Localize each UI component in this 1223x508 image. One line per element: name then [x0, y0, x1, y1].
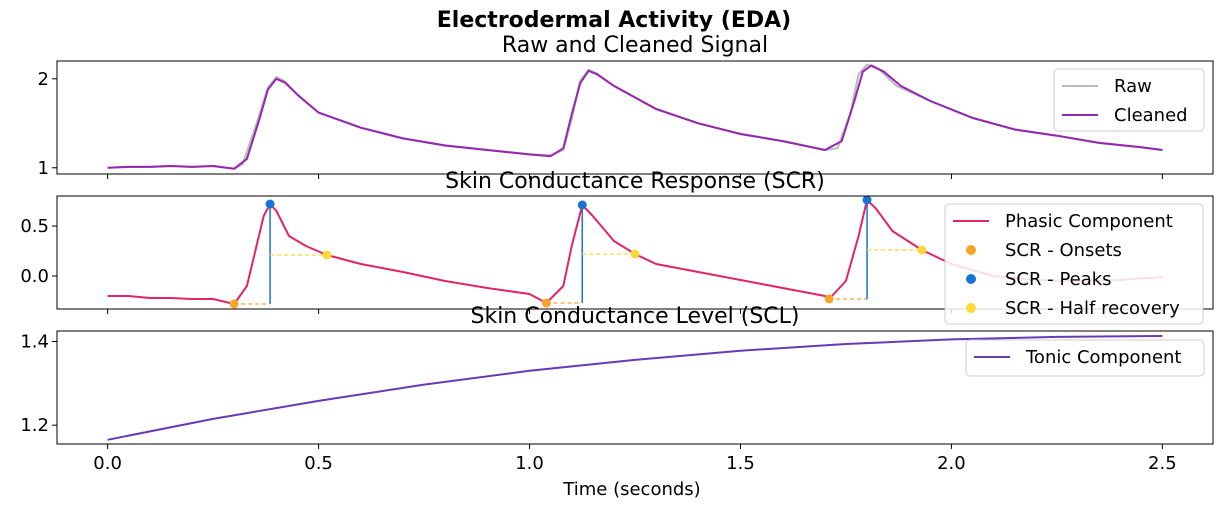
panels: Raw and Cleaned Signal 1 2 Raw Cleaned Skin C… — [20, 33, 1214, 449]
y-tick-label: 0.0 — [20, 266, 49, 287]
peak-marker — [577, 200, 587, 210]
x-tick-label: 2.5 — [1148, 453, 1177, 474]
axes-frame — [56, 195, 1214, 310]
peak-marker — [862, 195, 872, 205]
y-tick-label: 1 — [38, 158, 49, 179]
legend-swatch — [966, 303, 976, 313]
peak-marker — [265, 199, 275, 209]
panel-title: Skin Conductance Response (SCR) — [445, 169, 825, 194]
legend-label: SCR - Half recovery — [1005, 298, 1180, 319]
y-tick-label: 1.4 — [20, 331, 49, 352]
y-tick-label: 2 — [38, 69, 49, 90]
onset-marker — [541, 298, 551, 308]
panel-3: Skin Conductance Level (SCL) 1.2 1.4 Tonic … — [20, 304, 1214, 449]
legend-swatch — [966, 245, 976, 255]
legend-box — [965, 339, 1205, 377]
half-recovery-marker — [630, 249, 640, 259]
series-line-cleaned — [107, 64, 1163, 170]
legend-swatch — [966, 274, 976, 284]
legend-label: Tonic Component — [1025, 347, 1181, 368]
onset-marker — [229, 299, 239, 309]
legend: Raw Cleaned — [1053, 68, 1205, 132]
legend-label: Raw — [1114, 76, 1152, 97]
panel-2: Skin Conductance Response (SCR) 0.0 0.5 Pha… — [20, 169, 1214, 325]
panel-title: Skin Conductance Level (SCL) — [470, 304, 799, 329]
x-tick-label: 0.5 — [304, 453, 333, 474]
half-recovery-marker — [917, 245, 927, 255]
legend-label: Phasic Component — [1005, 211, 1173, 232]
half-recovery-marker — [322, 250, 332, 260]
panel-title: Raw and Cleaned Signal — [502, 33, 768, 58]
legend-label: SCR - Onsets — [1005, 240, 1122, 261]
legend: Phasic Component SCR - Onsets SCR - Peaks S… — [944, 203, 1204, 325]
panel-1: Raw and Cleaned Signal 1 2 Raw Cleaned — [38, 33, 1214, 179]
figure-title: Electrodermal Activity (EDA) — [437, 8, 791, 33]
x-tick-label: 1.5 — [726, 453, 755, 474]
axes-frame — [56, 330, 1214, 445]
legend-label: Cleaned — [1114, 105, 1188, 126]
y-tick-label: 1.2 — [20, 415, 49, 436]
legend: Tonic Component — [965, 339, 1205, 377]
x-tick-label: 1.0 — [515, 453, 544, 474]
series-line-phasic-component — [107, 199, 1163, 305]
x-axis-label: Time (seconds) — [562, 479, 700, 500]
axes-frame — [56, 60, 1214, 175]
x-tick-label: 2.0 — [937, 453, 966, 474]
onset-marker — [824, 294, 834, 304]
x-tick-label: 0.0 — [93, 453, 122, 474]
legend-box — [944, 203, 1204, 325]
x-axis: 0.0 0.5 1.0 1.5 2.0 2.5 — [93, 453, 1176, 474]
y-tick-label: 0.5 — [20, 216, 49, 237]
series-line-tonic-component — [107, 335, 1163, 441]
series-line-raw — [107, 63, 1163, 170]
legend-label: SCR - Peaks — [1005, 269, 1112, 290]
